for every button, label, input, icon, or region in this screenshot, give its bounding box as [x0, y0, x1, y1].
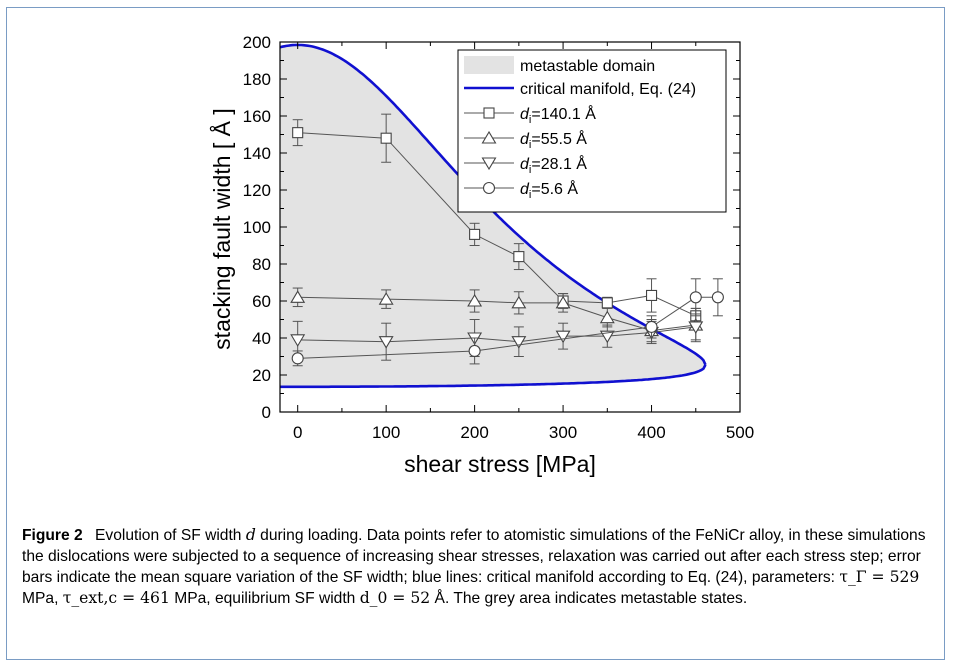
- data-point: [469, 228, 481, 240]
- data-point: [378, 336, 394, 349]
- data-point: [555, 330, 571, 344]
- data-point: [378, 292, 394, 305]
- legend-series-marker: [482, 181, 496, 195]
- data-point: [468, 344, 481, 358]
- data-point: [555, 295, 571, 309]
- legend-series-marker: [481, 157, 497, 171]
- legend-label-series: di=5.6 Å: [520, 179, 578, 201]
- legend-label-series: di=140.1 Å: [520, 104, 596, 126]
- data-point: [645, 320, 658, 333]
- legend-label-series: di=55.5 Å: [520, 129, 587, 151]
- y-tick-label: 80: [252, 255, 271, 274]
- series-1-line: [297, 296, 696, 332]
- legend-label-metastable: metastable domain: [520, 58, 655, 75]
- y-tick-label: 140: [243, 144, 271, 163]
- data-point: [599, 310, 615, 324]
- y-tick-label: 0: [262, 403, 271, 422]
- data-point: [711, 291, 724, 304]
- data-point: [291, 352, 304, 365]
- sf-width-chart: 0 100 200 300 400 500 0 20 40 60 80 100 120 140 160 180…: [208, 33, 754, 477]
- y-tick-label: 20: [252, 366, 271, 385]
- data-point: [290, 334, 306, 347]
- data-point: [292, 127, 304, 139]
- series-3: [291, 278, 724, 367]
- x-tick-label: 500: [726, 423, 754, 442]
- figure-caption: Figure 2 Evolution of SF width d during …: [22, 525, 937, 609]
- data-point: [689, 291, 702, 304]
- caption-text-4: MPa, equilibrium SF width: [169, 590, 360, 607]
- y-tick-label: 200: [243, 33, 271, 52]
- data-point: [599, 330, 615, 344]
- data-point: [290, 290, 306, 303]
- legend-domain-swatch: [464, 56, 514, 74]
- y-tick-label: 100: [243, 218, 271, 237]
- x-tick-label: 0: [293, 423, 302, 442]
- caption-tau-ext: τ_ext,c = 461: [62, 589, 170, 607]
- x-tick-label: 100: [372, 423, 400, 442]
- data-point: [511, 295, 527, 309]
- caption-tau-gamma: τ_Γ = 529: [839, 568, 920, 586]
- y-tick-label: 120: [243, 181, 271, 200]
- x-tick-label: 400: [637, 423, 665, 442]
- caption-text-1: Evolution of SF width: [95, 527, 246, 544]
- caption-text-5: Å. The grey area indicates metastable st…: [430, 590, 748, 607]
- caption-label: Figure 2: [22, 527, 83, 544]
- critical-manifold-lower: [280, 364, 707, 389]
- data-point: [467, 293, 483, 307]
- x-axis-label: shear stress [MPa]: [404, 451, 596, 477]
- y-tick-label: 40: [252, 329, 271, 348]
- legend-series-marker: [481, 130, 497, 144]
- caption-text-2: during loading. Data points refer to ato…: [22, 527, 926, 586]
- caption-text-3: MPa,: [22, 590, 63, 607]
- y-axis-label: stacking fault width [ Å ]: [208, 108, 235, 350]
- y-tick-label: 60: [252, 292, 271, 311]
- legend-box: [457, 49, 727, 213]
- data-point: [511, 336, 527, 349]
- legend-label-series: di=28.1 Å: [520, 154, 587, 176]
- figure-frame: [6, 7, 945, 660]
- x-tick-label: 200: [460, 423, 488, 442]
- data-point: [513, 251, 525, 263]
- data-point: [645, 289, 658, 302]
- caption-d-symbol: d: [245, 526, 256, 544]
- y-tick-label: 160: [243, 107, 271, 126]
- legend-label-manifold: critical manifold, Eq. (24): [520, 81, 696, 98]
- caption-d0: d_0 = 52: [359, 589, 431, 607]
- data-point: [601, 297, 613, 309]
- legend-series-marker: [483, 107, 495, 119]
- series-2-line: [297, 326, 696, 343]
- series-0-line: [297, 132, 696, 317]
- y-tick-label: 180: [243, 70, 271, 89]
- x-tick-label: 300: [549, 423, 577, 442]
- data-point: [380, 132, 392, 144]
- data-point: [688, 321, 704, 334]
